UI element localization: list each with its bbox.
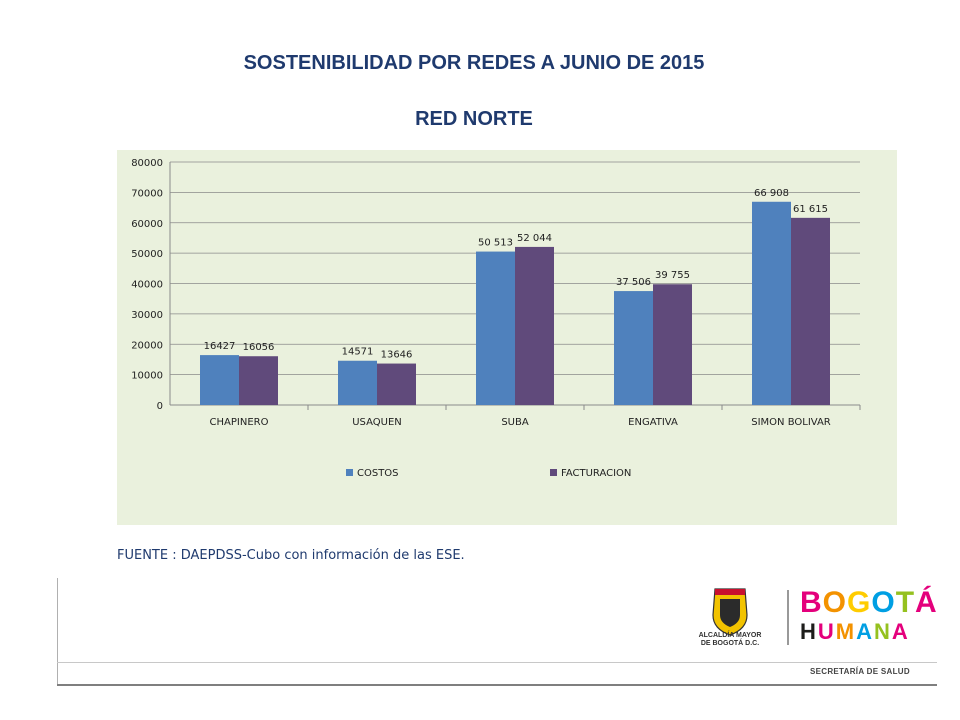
- legend-swatch: [550, 469, 557, 476]
- bar-costos: [476, 251, 515, 405]
- source-note: FUENTE : DAEPDSS-Cubo con información de…: [117, 548, 465, 563]
- x-tick-label: ENGATIVA: [628, 417, 678, 428]
- bar-costos: [338, 360, 377, 405]
- y-tick-label: 0: [157, 401, 163, 412]
- bar-costos: [614, 291, 653, 405]
- bar-costos: [200, 355, 239, 405]
- data-label: 66 908: [754, 188, 789, 199]
- data-label: 37 506: [616, 277, 651, 288]
- alcaldia-line2: DE BOGOTÁ D.C.: [700, 640, 760, 647]
- data-label: 14571: [342, 347, 374, 358]
- y-tick-label: 30000: [131, 310, 163, 321]
- x-tick-label: SUBA: [501, 417, 529, 428]
- coat-of-arms-icon: [712, 588, 748, 636]
- brand-top-letter: O: [871, 586, 896, 619]
- brand-bottom-letter: N: [874, 619, 892, 644]
- footer-divider: [57, 684, 937, 686]
- brand-top-letter: O: [822, 586, 848, 619]
- data-label: 16056: [243, 342, 275, 353]
- data-label: 52 044: [517, 233, 552, 244]
- bar-facturacion: [515, 246, 554, 405]
- x-tick-label: SIMON BOLIVAR: [751, 417, 831, 428]
- brand-logo-bottom: HUMANA: [800, 620, 910, 644]
- brand-bottom-letter: H: [800, 619, 818, 644]
- y-tick-label: 80000: [131, 158, 163, 169]
- logo-divider: [787, 590, 789, 645]
- alcaldia-label: ALCALDÍA MAYOR DE BOGOTÁ D.C.: [690, 632, 770, 648]
- footer-divider-vertical: [57, 578, 58, 684]
- bar-facturacion: [239, 356, 278, 405]
- legend-label: FACTURACION: [561, 468, 631, 479]
- footer-divider-thin: [57, 662, 937, 663]
- bar-facturacion: [791, 217, 830, 405]
- chart-subtitle: RED NORTE: [415, 108, 533, 130]
- department-label: SECRETARÍA DE SALUD: [810, 667, 910, 676]
- legend-label: COSTOS: [357, 468, 399, 479]
- data-label: 39 755: [655, 270, 690, 281]
- y-tick-label: 40000: [131, 280, 163, 291]
- bar-facturacion: [377, 363, 416, 405]
- brand-bottom-letter: U: [817, 619, 836, 644]
- brand-bottom-letter: A: [856, 619, 874, 644]
- data-label: 16427: [204, 341, 236, 352]
- brand-top-letter: Á: [915, 586, 938, 619]
- y-tick-label: 60000: [131, 219, 163, 230]
- brand-logo-top: BOGOTÁ: [800, 588, 938, 618]
- brand-bottom-letter: M: [835, 619, 857, 644]
- brand-top-letter: B: [800, 586, 823, 619]
- bar-costos: [752, 201, 791, 405]
- x-tick-label: CHAPINERO: [210, 417, 269, 428]
- bar-chart: 0 10000 20000 30000 40000 50000 60000 70000 8000…: [131, 158, 861, 479]
- y-tick-label: 20000: [131, 340, 163, 351]
- legend-swatch: [346, 469, 353, 476]
- data-label: 13646: [381, 350, 413, 361]
- y-tick-label: 70000: [131, 188, 163, 199]
- chart-area: 0 10000 20000 30000 40000 50000 60000 70000 8000…: [117, 150, 897, 525]
- y-tick-label: 50000: [131, 249, 163, 260]
- alcaldia-line1: ALCALDÍA MAYOR: [698, 632, 762, 639]
- brand-top-letter: T: [895, 586, 916, 619]
- data-label: 61 615: [793, 204, 828, 215]
- brand-bottom-letter: A: [891, 619, 910, 644]
- bar-facturacion: [653, 284, 692, 405]
- x-tick-label: USAQUEN: [352, 417, 402, 428]
- brand-top-letter: G: [847, 586, 872, 619]
- y-tick-label: 10000: [131, 371, 163, 382]
- chart-title: SOSTENIBILIDAD POR REDES A JUNIO DE 2015: [243, 52, 705, 74]
- data-label: 50 513: [478, 238, 513, 249]
